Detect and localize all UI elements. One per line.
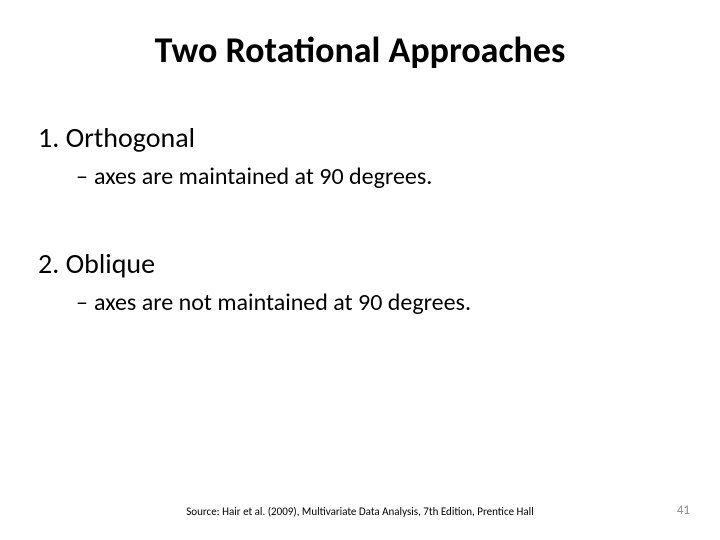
dash-icon: –: [76, 288, 88, 317]
list-sub-2-text: axes are not maintained at 90 degrees.: [94, 288, 471, 317]
slide-title: Two Rotational Approaches: [0, 28, 720, 72]
source-citation: Source: Hair et al. (2009), Multivariate…: [0, 505, 720, 518]
list-sub-2: –axes are not maintained at 90 degrees.: [76, 288, 471, 317]
list-sub-1-text: axes are maintained at 90 degrees.: [94, 162, 432, 191]
dash-icon: –: [76, 162, 88, 191]
list-sub-1: –axes are maintained at 90 degrees.: [76, 162, 432, 191]
page-number: 41: [677, 503, 690, 518]
list-heading-1: 1. Orthogonal: [38, 120, 195, 155]
list-heading-2: 2. Oblique: [38, 246, 155, 281]
slide: Two Rotational Approaches 1. Orthogonal …: [0, 0, 720, 540]
